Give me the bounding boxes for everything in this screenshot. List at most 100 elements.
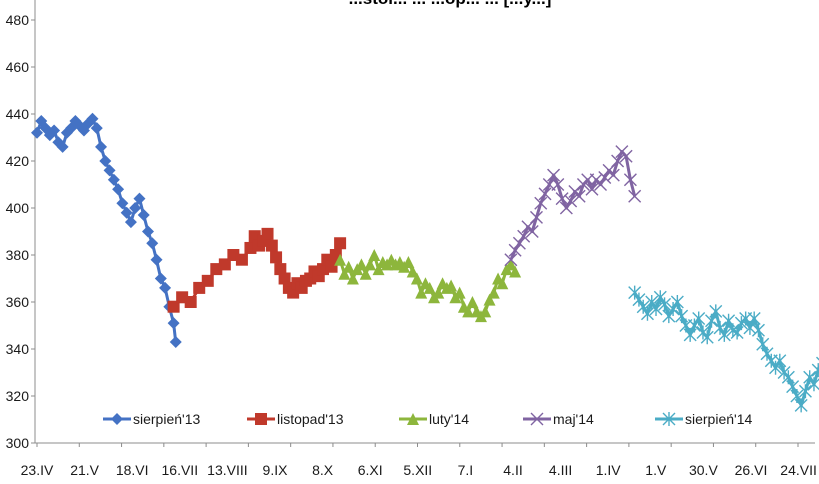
data-point	[811, 363, 819, 378]
y-tick-label: 480	[6, 12, 30, 28]
data-point	[235, 253, 248, 266]
legend-item: listopad'13	[247, 411, 344, 427]
chart-title: ...stol... ... ...op... ... [...y...]	[200, 0, 700, 9]
data-point	[658, 297, 672, 312]
x-tick-label: 8.X	[312, 462, 334, 478]
series-line	[35, 117, 178, 343]
data-point	[107, 173, 120, 186]
legend-label: sierpień'14	[685, 411, 752, 427]
data-point	[278, 272, 291, 285]
data-point	[445, 279, 458, 292]
data-point	[640, 306, 654, 321]
data-point	[363, 258, 376, 271]
x-tick-label: 9.IX	[263, 462, 289, 478]
x-tick-label: 24.VII	[780, 462, 817, 478]
data-point	[167, 317, 180, 330]
data-point	[479, 305, 492, 318]
data-point	[346, 272, 359, 285]
legend-item: sierpień'13	[103, 411, 200, 427]
data-point	[137, 209, 150, 222]
x-axis-ticks: 23.IV 21.V 18.VI 16.VII 13.VIII 9.IX 8.X 6.XI 5.…	[21, 443, 817, 478]
series-2	[334, 249, 522, 323]
data-point	[807, 377, 819, 392]
legend-swatch-marker	[530, 412, 544, 426]
y-tick-label: 320	[6, 388, 30, 404]
series-line	[633, 291, 819, 407]
data-point	[86, 112, 99, 125]
data-point	[169, 335, 182, 348]
data-point	[338, 267, 351, 280]
data-point	[628, 189, 642, 203]
data-point	[670, 295, 684, 309]
data-point	[517, 229, 531, 243]
y-tick-label: 300	[6, 435, 30, 451]
x-tick-label: 4.III	[549, 462, 572, 478]
data-point	[342, 260, 355, 273]
data-point	[184, 296, 197, 308]
data-point	[334, 253, 347, 266]
data-point	[529, 210, 543, 224]
y-tick-label: 460	[6, 59, 30, 75]
series-4	[628, 285, 819, 413]
y-tick-label: 380	[6, 247, 30, 263]
data-point	[700, 330, 714, 345]
data-point	[112, 183, 125, 196]
x-tick-label: 23.IV	[21, 462, 54, 478]
legend-label: maj'14	[553, 411, 594, 427]
x-tick-label: 4.II	[503, 462, 522, 478]
data-point	[559, 201, 573, 215]
data-point	[619, 149, 633, 163]
legend-label: listopad'13	[277, 411, 344, 427]
data-point	[56, 140, 69, 153]
data-point	[261, 227, 274, 240]
data-point	[129, 202, 142, 214]
data-point	[48, 124, 61, 137]
legend-item: maj'14	[523, 411, 594, 427]
data-point	[773, 353, 787, 368]
data-point	[201, 274, 214, 287]
y-tick-label: 440	[6, 106, 30, 122]
data-point	[483, 293, 496, 306]
data-point	[432, 286, 445, 299]
series-3	[504, 145, 642, 267]
chart-legend: sierpień'13 listopad'13 luty'14 maj'14 sierp…	[103, 411, 752, 427]
data-point	[423, 281, 436, 294]
x-tick-label: 21.V	[70, 462, 99, 478]
data-point	[270, 251, 283, 264]
series-1	[167, 227, 347, 313]
y-tick-label: 420	[6, 153, 30, 169]
legend-swatch-marker	[111, 413, 123, 425]
data-point	[359, 267, 372, 280]
data-point	[372, 263, 385, 276]
y-axis-ticks: 300 320 340 360 380 400 420 440 460 480	[6, 12, 35, 451]
legend-swatch-marker	[255, 413, 267, 425]
data-point	[406, 265, 419, 278]
data-point	[572, 189, 586, 203]
x-tick-label: 1.IV	[596, 462, 622, 478]
data-point	[551, 178, 565, 191]
data-point	[611, 154, 625, 168]
data-point	[334, 237, 347, 250]
data-point	[355, 258, 368, 271]
data-point	[487, 286, 500, 299]
data-point	[512, 236, 526, 250]
data-point	[265, 239, 278, 252]
data-point	[594, 178, 608, 191]
data-point	[274, 263, 287, 276]
y-tick-label: 360	[6, 294, 30, 310]
data-point	[90, 122, 103, 135]
x-tick-label: 30.V	[689, 462, 718, 478]
data-point	[508, 243, 522, 257]
data-point	[598, 170, 612, 184]
data-point	[325, 260, 338, 273]
x-tick-label: 5.XII	[403, 462, 432, 478]
data-point	[555, 192, 569, 206]
data-point	[564, 194, 578, 208]
series-0	[31, 112, 182, 348]
data-point	[159, 281, 172, 294]
x-tick-label: 16.VII	[162, 462, 199, 478]
data-point	[747, 311, 761, 326]
data-point	[103, 164, 116, 177]
data-point	[116, 197, 129, 210]
